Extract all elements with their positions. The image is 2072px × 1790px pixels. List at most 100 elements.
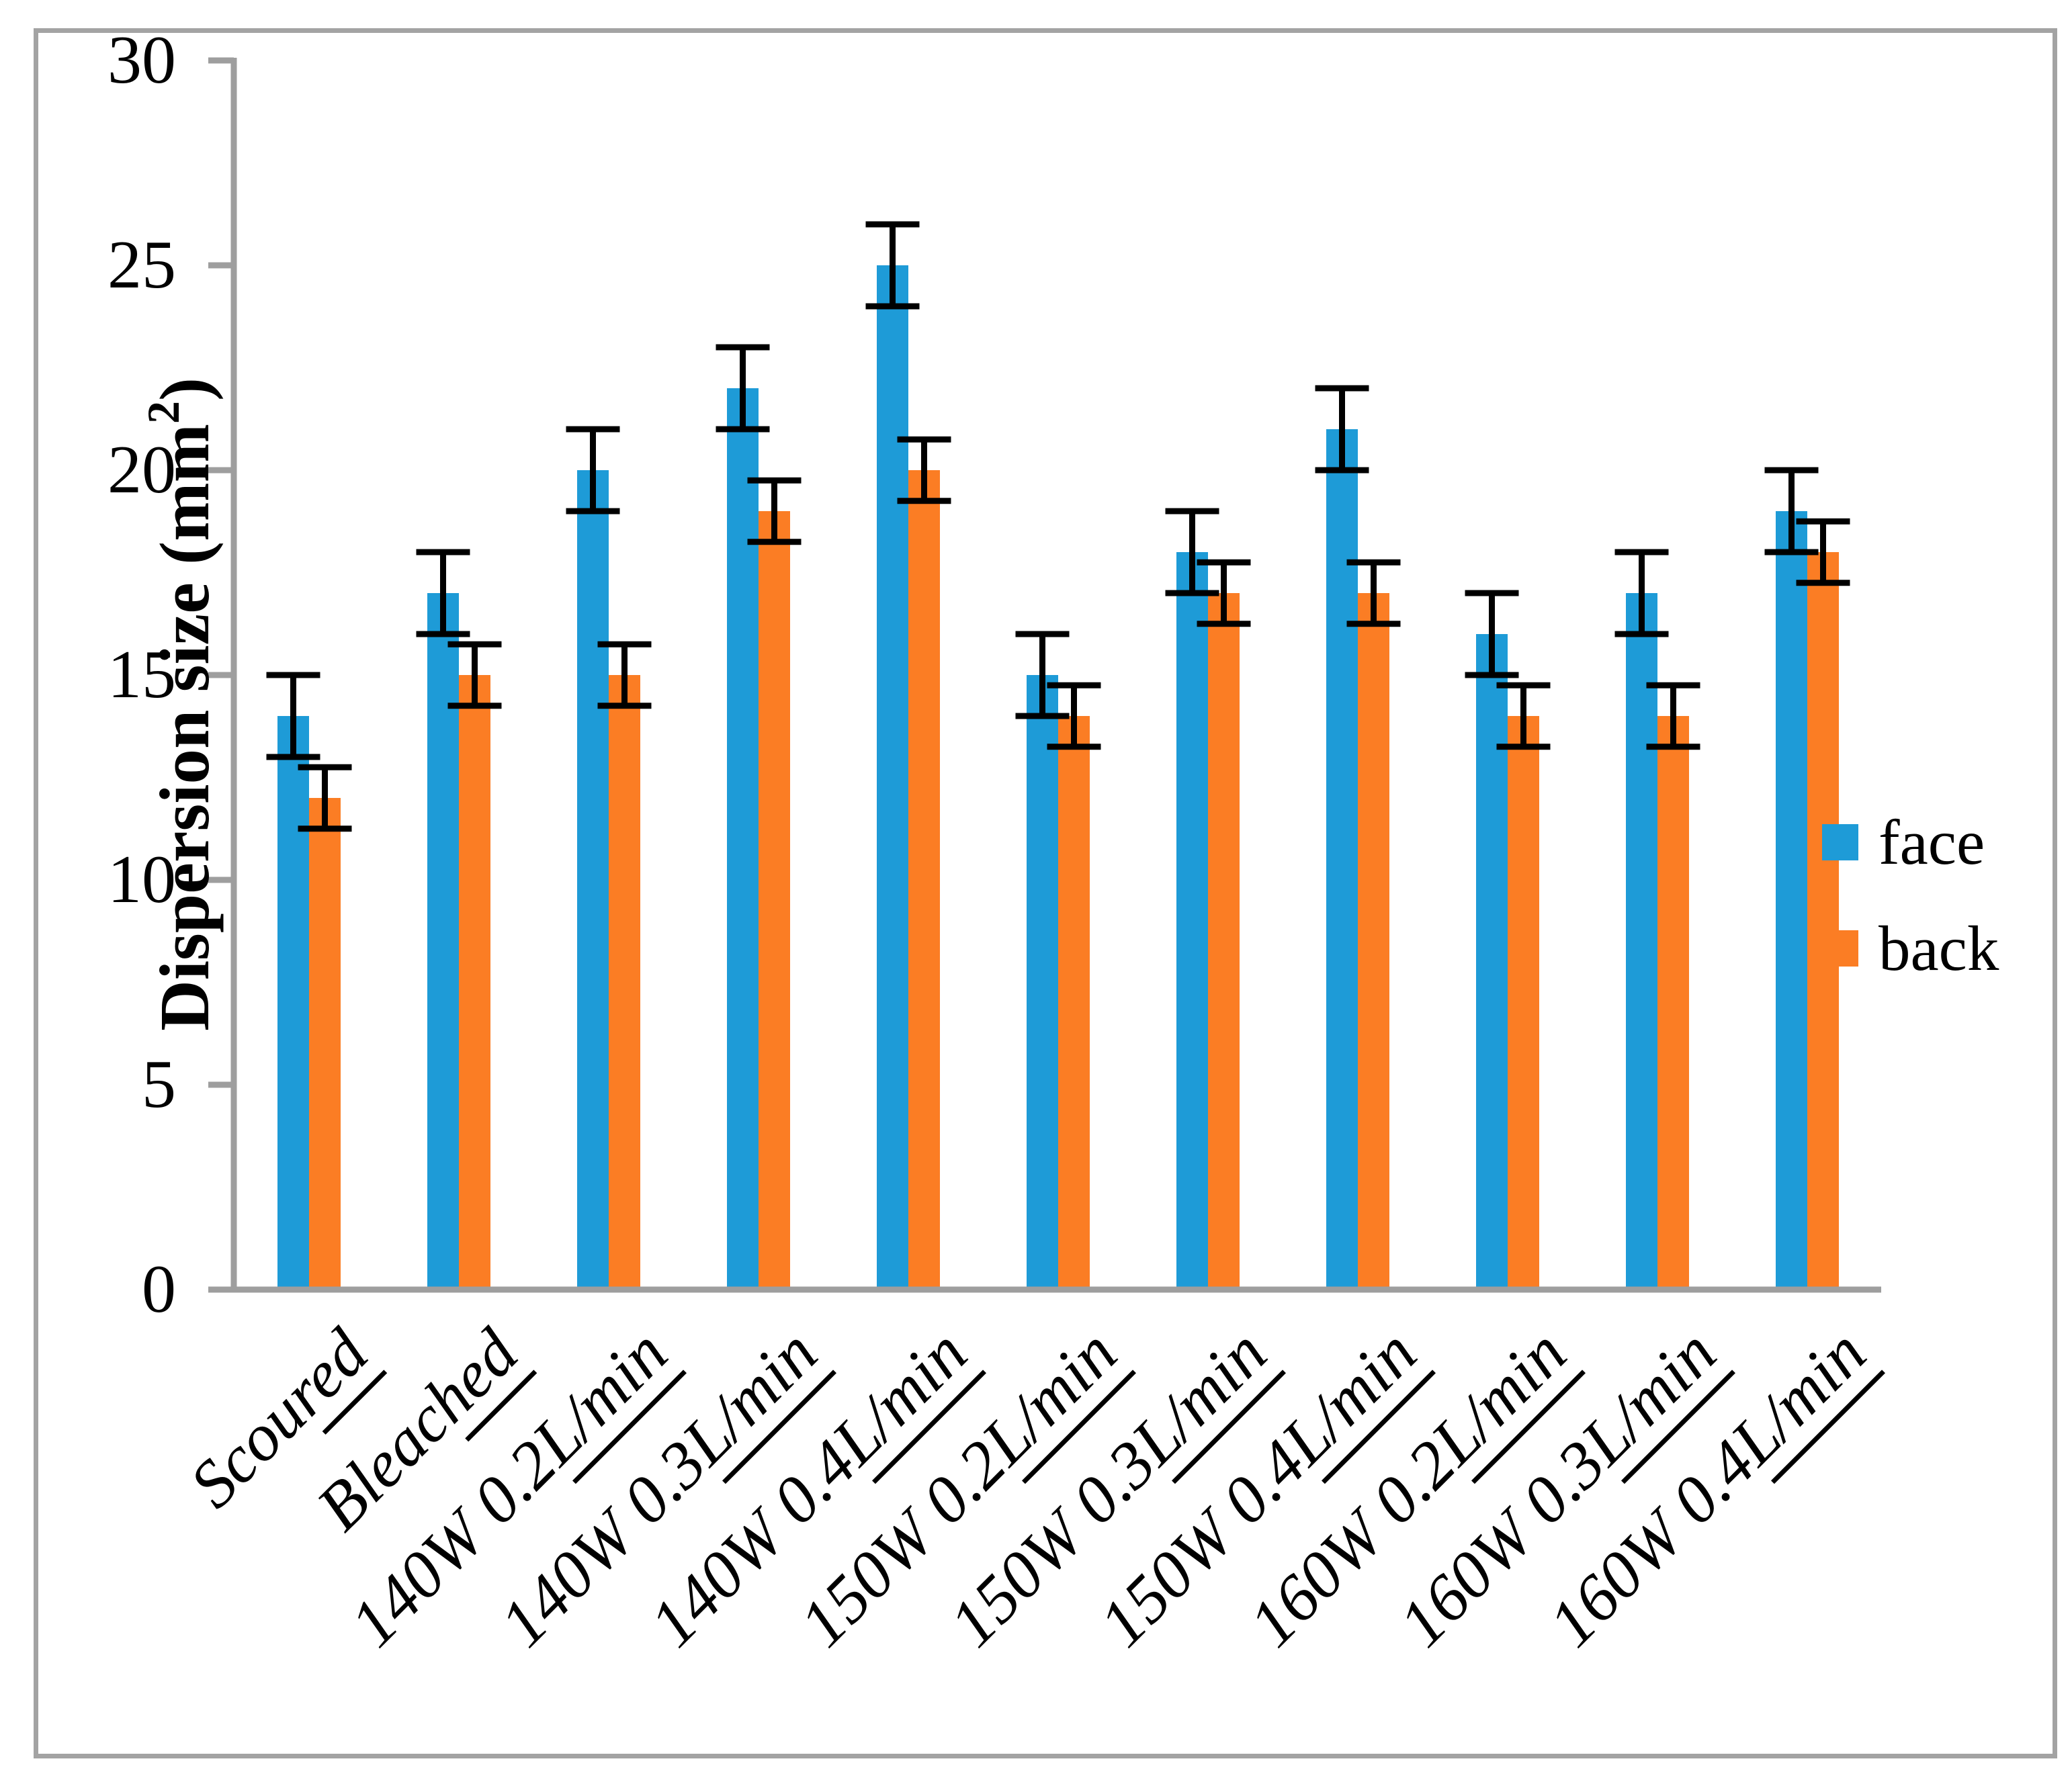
error-bar-back-11 (1820, 521, 1826, 583)
error-bar-cap-bottom (897, 498, 951, 504)
y-axis-title-close: ) (145, 377, 224, 401)
bar-back-9 (1508, 716, 1539, 1290)
back-series-swatch (1822, 930, 1858, 967)
error-bar-face-6 (1039, 634, 1045, 716)
error-bar-face-4 (740, 347, 746, 429)
face-series-swatch (1822, 824, 1858, 860)
error-bar-face-11 (1788, 470, 1795, 552)
error-bar-back-6 (1071, 685, 1077, 747)
error-bar-back-8 (1371, 562, 1377, 624)
error-bar-face-5 (890, 224, 896, 306)
legend-item-back: back (1822, 908, 1999, 989)
bar-face-6 (1027, 675, 1058, 1290)
bar-face-3 (577, 470, 609, 1290)
error-bar-cap-top (747, 477, 802, 484)
error-bar-cap-bottom (1796, 580, 1850, 586)
error-bar-cap-bottom (1165, 590, 1219, 596)
bar-back-2 (459, 675, 490, 1290)
bar-face-9 (1476, 634, 1508, 1290)
y-axis-title-superscript: 2 (138, 400, 189, 424)
legend: face back (1822, 802, 1999, 1014)
error-bar-cap-bottom (416, 631, 470, 637)
error-bar-back-1 (322, 767, 328, 829)
legend-item-face: face (1822, 802, 1999, 883)
bar-back-10 (1657, 716, 1689, 1290)
y-axis-tick (208, 1286, 234, 1293)
error-bar-cap-bottom (865, 303, 920, 310)
y-axis-tick (208, 262, 234, 269)
bar-face-7 (1176, 552, 1208, 1290)
error-bar-cap-bottom (1315, 467, 1369, 474)
bar-face-10 (1626, 593, 1657, 1290)
x-axis-line (230, 1286, 1881, 1293)
error-bar-cap-top (1764, 467, 1819, 474)
error-bar-back-9 (1520, 685, 1526, 747)
error-bar-cap-top (1197, 559, 1251, 566)
y-axis-tick (208, 877, 234, 883)
error-bar-cap-top (447, 641, 502, 647)
error-bar-cap-bottom (566, 508, 620, 514)
y-axis-title-text: Dispersion size (mm (145, 423, 224, 1031)
error-bar-face-8 (1339, 388, 1345, 470)
error-bar-face-2 (440, 552, 446, 634)
y-tick-label-15: 15 (107, 637, 176, 713)
error-bar-cap-bottom (1465, 672, 1519, 678)
error-bar-cap-bottom (1614, 631, 1669, 637)
bar-back-5 (908, 470, 940, 1290)
bar-face-1 (277, 716, 309, 1290)
error-bar-cap-bottom (1496, 744, 1551, 750)
y-axis-tick (208, 57, 234, 64)
error-bar-back-3 (621, 644, 628, 706)
error-bar-cap-top (1465, 590, 1519, 596)
error-bar-cap-bottom (1047, 744, 1101, 750)
error-bar-face-10 (1639, 552, 1645, 634)
error-bar-back-10 (1670, 685, 1676, 747)
error-bar-cap-bottom (747, 539, 802, 545)
bar-back-3 (609, 675, 640, 1290)
bar-face-4 (727, 388, 759, 1290)
error-bar-cap-bottom (1646, 744, 1700, 750)
legend-label-back: back (1879, 913, 1999, 984)
error-bar-cap-top (1165, 508, 1219, 514)
error-bar-cap-top (1315, 385, 1369, 392)
error-bar-back-7 (1221, 562, 1227, 624)
error-bar-cap-top (1796, 518, 1850, 525)
error-bar-cap-top (1646, 682, 1700, 688)
y-axis-tick (208, 672, 234, 678)
error-bar-cap-bottom (716, 426, 770, 433)
bar-back-4 (759, 511, 790, 1290)
y-tick-label-10: 10 (107, 842, 176, 918)
y-tick-label-25: 25 (107, 227, 176, 303)
error-bar-cap-top (897, 436, 951, 443)
error-bar-face-1 (290, 675, 296, 757)
error-bar-cap-top (1047, 682, 1101, 688)
error-bar-cap-top (416, 549, 470, 555)
error-bar-cap-bottom (597, 703, 652, 709)
error-bar-cap-top (1015, 631, 1070, 637)
error-bar-cap-top (298, 764, 352, 770)
error-bar-cap-top (266, 672, 320, 678)
error-bar-back-5 (921, 439, 927, 501)
bar-face-11 (1776, 511, 1807, 1290)
error-bar-face-7 (1189, 511, 1195, 593)
bar-face-8 (1326, 429, 1358, 1290)
error-bar-face-9 (1489, 593, 1495, 675)
error-bar-cap-bottom (447, 703, 502, 709)
error-bar-cap-top (1496, 682, 1551, 688)
y-axis-tick (208, 467, 234, 474)
error-bar-cap-bottom (1015, 713, 1070, 719)
y-tick-label-20: 20 (107, 432, 176, 508)
bar-back-7 (1208, 593, 1240, 1290)
bar-face-2 (427, 593, 459, 1290)
error-bar-cap-top (566, 426, 620, 433)
bar-back-8 (1358, 593, 1389, 1290)
error-bar-cap-bottom (266, 754, 320, 760)
error-bar-cap-bottom (298, 825, 352, 832)
error-bar-back-2 (472, 644, 478, 706)
error-bar-cap-top (1346, 559, 1401, 566)
bar-back-6 (1058, 716, 1090, 1290)
error-bar-cap-bottom (1346, 621, 1401, 627)
y-tick-label-30: 30 (107, 22, 176, 98)
